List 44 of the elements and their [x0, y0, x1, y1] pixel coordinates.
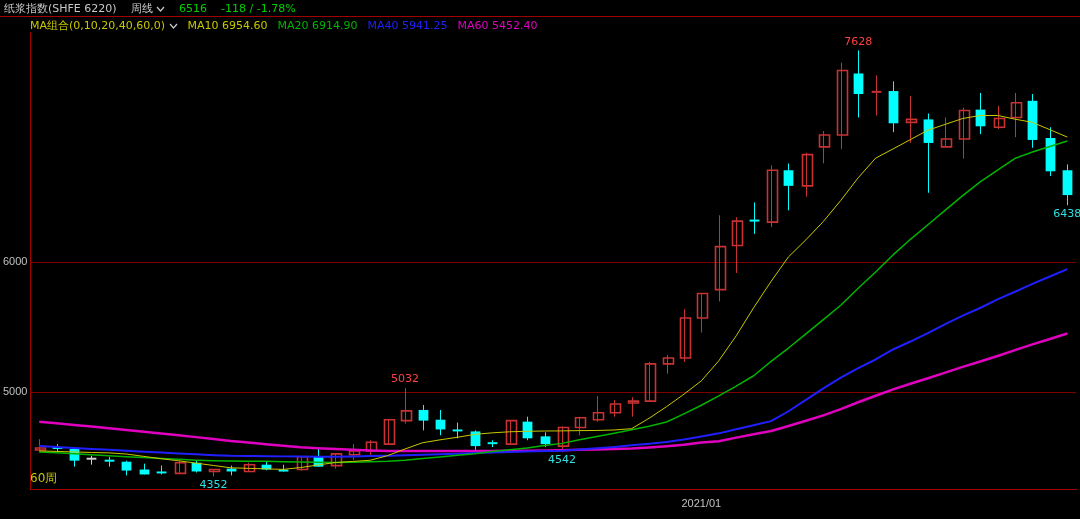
text: 6516 [179, 2, 208, 15]
text: MA10 6954.60 [187, 18, 268, 32]
candlestick [505, 419, 518, 446]
candlestick [993, 105, 1006, 130]
candlestick [696, 292, 709, 334]
x-tick-label: 2021/01 [681, 497, 722, 510]
candlestick [383, 418, 396, 446]
annotation: 4542 [547, 453, 576, 467]
annotation: 6438 [1053, 206, 1080, 220]
candlestick [592, 395, 605, 423]
candlestick [818, 130, 831, 164]
candlestick [766, 164, 779, 228]
candlestick [748, 202, 761, 235]
candlestick [574, 416, 587, 436]
candlestick [662, 354, 675, 375]
annotation: 4352 [199, 477, 228, 491]
candlestick [400, 387, 413, 425]
candlestick [940, 116, 953, 148]
annotation: 7628 [844, 34, 873, 48]
annotation: 60周 [30, 470, 58, 487]
candlestick [958, 107, 971, 160]
candlestick [783, 162, 794, 211]
chart-title: 纸浆指数(SHFE 6220) [4, 1, 117, 16]
annotation: 5032 [391, 372, 420, 386]
text: MA60 5452.40 [457, 18, 538, 32]
candlestick [679, 308, 692, 363]
text: MA40 5941.25 [367, 18, 448, 32]
candlestick [418, 404, 429, 431]
candlestick [644, 361, 657, 402]
candlestick [1010, 92, 1023, 138]
candlestick [853, 49, 864, 118]
candlestick [627, 396, 640, 418]
text: 周线 [130, 1, 154, 16]
candlestick [731, 216, 744, 274]
candlestick [836, 62, 849, 150]
candlestick [801, 152, 814, 198]
y-tick-label: 6000 [2, 255, 28, 268]
candlestick [905, 95, 918, 144]
candlestick [870, 74, 883, 116]
text: MA20 6914.90 [277, 18, 358, 32]
candlestick [714, 214, 727, 302]
text: MA组合(0,10,20,40,60,0) [30, 17, 167, 33]
text: -118 / -1.78% [221, 2, 296, 15]
y-tick-label: 5000 [2, 385, 28, 398]
